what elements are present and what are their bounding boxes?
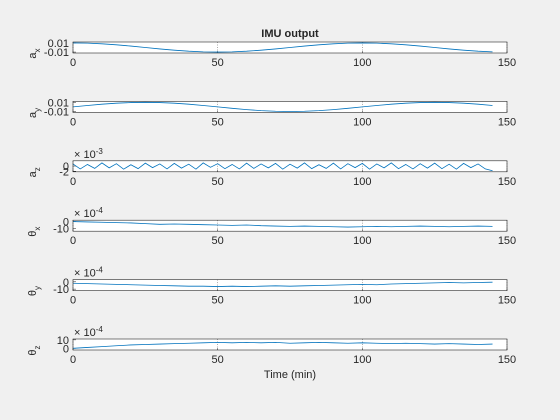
data-line xyxy=(72,101,493,112)
exponent-label: × 10-3 xyxy=(74,147,103,161)
y-tick-label: -10 xyxy=(53,223,69,235)
y-axis-label: θz xyxy=(27,345,42,355)
x-tick-label: 150 xyxy=(498,116,516,128)
y-label-sub: z xyxy=(33,167,42,171)
y-tick-label: -0.01 xyxy=(44,47,69,59)
y-tick-label: 0 xyxy=(63,343,69,355)
y-label-sub: z xyxy=(33,345,42,349)
y-tick-label: 0 xyxy=(63,277,69,289)
x-axis-label: Time (min) xyxy=(264,369,316,381)
axes-box xyxy=(72,41,508,54)
y-label-base: a xyxy=(27,52,39,59)
y-axis-label: az xyxy=(27,167,42,177)
x-tick-label: 50 xyxy=(212,116,224,128)
axes-background xyxy=(73,220,507,232)
y-tick-label: -2 xyxy=(59,166,69,178)
y-label-base: a xyxy=(27,170,39,177)
exponent-power: -3 xyxy=(96,147,104,156)
data-line xyxy=(72,221,493,228)
x-tick-label: 100 xyxy=(353,176,371,188)
x-tick-label: 0 xyxy=(70,295,76,307)
axes-box xyxy=(72,279,508,291)
y-label-base: a xyxy=(27,111,39,118)
x-tick-label: 150 xyxy=(498,295,516,307)
y-label-base: θ xyxy=(27,349,39,355)
x-tick-label: 50 xyxy=(212,354,224,366)
x-tick-label: 150 xyxy=(498,176,516,188)
y-axis-label: θx xyxy=(27,227,42,237)
exponent-base: × 10 xyxy=(74,149,96,161)
exponent-label: × 10-4 xyxy=(74,325,103,339)
x-tick-label: 150 xyxy=(498,354,516,366)
x-tick-label: 150 xyxy=(498,57,516,69)
exponent-power: -4 xyxy=(96,206,104,215)
exponent-label: × 10-4 xyxy=(74,206,103,220)
x-tick-label: 150 xyxy=(498,235,516,247)
y-label-sub: x xyxy=(33,48,42,52)
y-label-sub: y xyxy=(33,286,42,290)
y-axis-label: ay xyxy=(27,108,42,118)
chart-title: IMU output xyxy=(261,28,319,40)
x-tick-label: 100 xyxy=(353,235,371,247)
x-tick-label: 100 xyxy=(353,354,371,366)
axes-background xyxy=(73,279,507,291)
y-tick-label: -10 xyxy=(53,284,69,296)
axes-box xyxy=(72,338,508,351)
data-line xyxy=(72,281,493,287)
x-tick-label: 0 xyxy=(70,235,76,247)
exponent-base: × 10 xyxy=(74,268,96,280)
y-label-sub: y xyxy=(33,108,42,112)
y-label-base: θ xyxy=(27,290,39,296)
exponent-base: × 10 xyxy=(74,208,96,220)
y-tick-label: 10 xyxy=(57,335,69,347)
x-tick-label: 50 xyxy=(212,235,224,247)
x-tick-label: 50 xyxy=(212,57,224,69)
data-line xyxy=(72,341,493,349)
data-line xyxy=(72,162,493,172)
x-tick-label: 0 xyxy=(70,176,76,188)
y-tick-label: 0 xyxy=(63,161,69,173)
y-label-sub: x xyxy=(33,227,42,231)
x-tick-label: 50 xyxy=(212,295,224,307)
axes-box xyxy=(72,160,508,173)
exponent-label: × 10-4 xyxy=(74,266,103,280)
x-tick-label: 0 xyxy=(70,116,76,128)
y-label-base: θ xyxy=(27,231,39,237)
x-tick-label: 100 xyxy=(353,57,371,69)
axes-background xyxy=(73,101,507,113)
y-tick-label: -0.01 xyxy=(44,106,69,118)
y-tick-label: 0.01 xyxy=(48,97,69,109)
y-axis-label: θy xyxy=(27,286,42,296)
exponent-power: -4 xyxy=(96,325,104,334)
x-tick-label: 0 xyxy=(70,354,76,366)
axes-background xyxy=(73,160,507,172)
axes-box xyxy=(72,101,508,113)
x-tick-label: 100 xyxy=(353,295,371,307)
exponent-power: -4 xyxy=(96,266,104,275)
axes-background xyxy=(73,339,507,350)
data-line xyxy=(72,42,493,53)
y-tick-label: 0.01 xyxy=(48,38,69,50)
x-tick-label: 0 xyxy=(70,57,76,69)
y-tick-label: 0 xyxy=(63,217,69,229)
y-axis-label: ax xyxy=(27,48,42,58)
x-tick-label: 50 xyxy=(212,176,224,188)
exponent-base: × 10 xyxy=(74,327,96,339)
x-tick-label: 100 xyxy=(353,116,371,128)
axes-box xyxy=(72,219,508,232)
